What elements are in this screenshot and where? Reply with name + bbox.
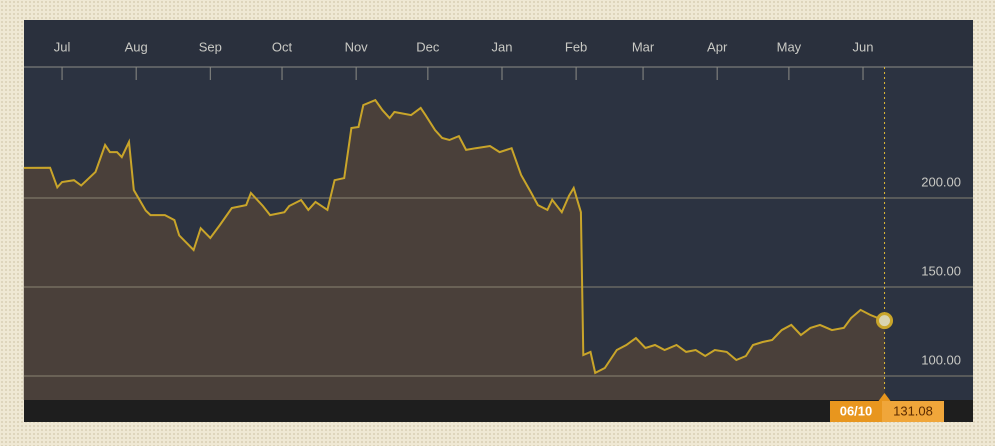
x-tick-label: Oct <box>272 39 293 54</box>
y-tick-label: 200.00 <box>921 174 961 189</box>
x-tick-label: Jul <box>54 39 71 54</box>
x-tick-label: Mar <box>632 39 655 54</box>
x-tick-label: Feb <box>565 39 587 54</box>
cursor-date: 06/10 <box>840 403 873 418</box>
y-tick-label: 100.00 <box>921 352 961 367</box>
x-tick-label: Sep <box>199 39 222 54</box>
area <box>23 100 885 400</box>
cursor-pointer <box>878 393 891 401</box>
x-tick-label: Dec <box>416 39 440 54</box>
x-tick-label: Aug <box>125 39 148 54</box>
x-tick-label: Apr <box>707 39 728 54</box>
y-tick-label: 150.00 <box>921 263 961 278</box>
cursor-marker <box>876 312 894 330</box>
x-tick-label: Jun <box>853 39 874 54</box>
footer-band <box>24 400 973 422</box>
date-label-box <box>830 401 882 422</box>
cursor-value: 131.08 <box>893 403 933 418</box>
axis-band <box>24 20 973 67</box>
x-tick-label: May <box>777 39 802 54</box>
line <box>23 98 885 375</box>
value-label-box <box>882 401 944 422</box>
x-tick-label: Jan <box>492 39 513 54</box>
x-tick-label: Nov <box>345 39 369 54</box>
